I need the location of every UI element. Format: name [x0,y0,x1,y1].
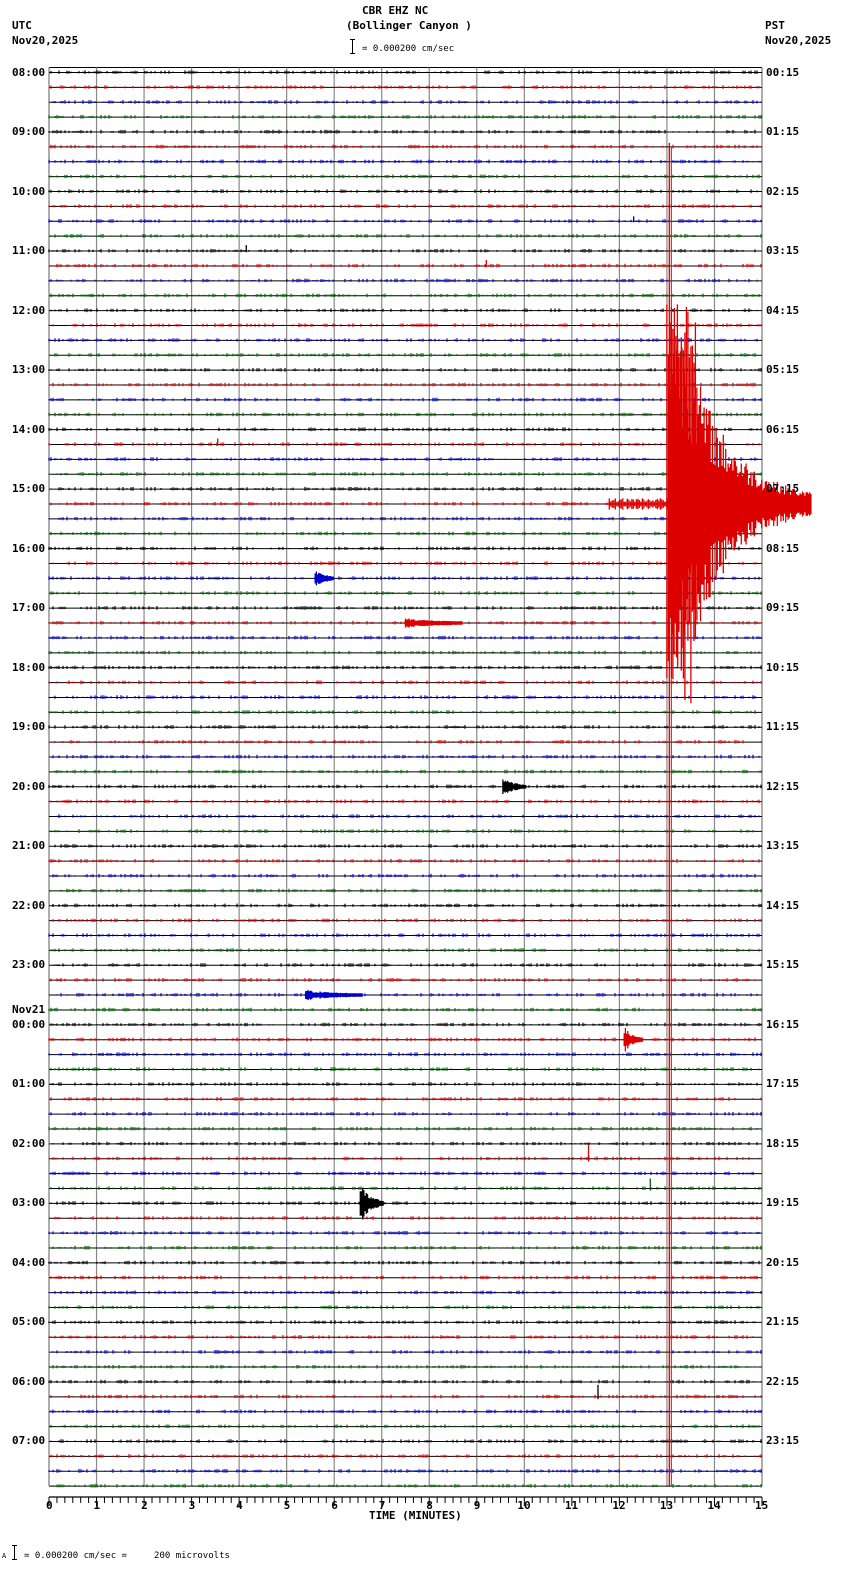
pst-label: 23:15 [766,1434,800,1448]
x-tick-label: 14 [707,1499,721,1512]
pst-label: 08:15 [766,541,800,555]
pst-label: 18:15 [766,1136,800,1150]
pst-label: 06:15 [766,422,800,436]
scale-bar-cap-top [350,39,355,40]
x-tick-label: 9 [473,1499,481,1512]
utc-label: 05:00 [12,1315,46,1329]
utc-label: 00:00 [12,1017,46,1031]
x-tick-label: 8 [426,1499,433,1512]
x-tick-label: 10 [517,1499,531,1512]
x-tick-label: 1 [93,1499,101,1512]
scale-bar-icon [352,39,353,54]
utc-label: 09:00 [12,125,46,139]
utc-label: 21:00 [12,839,46,853]
pst-label: 21:15 [766,1315,800,1329]
pst-label: 15:15 [766,958,800,972]
utc-label: 14:00 [12,422,46,436]
pst-label: 04:15 [766,303,800,317]
x-tick-label: 2 [141,1499,148,1512]
utc-label: 16:00 [12,541,46,555]
utc-label: 13:00 [12,363,46,377]
utc-label: 17:00 [12,601,46,615]
utc-label: 10:00 [12,184,46,198]
x-tick-label: 3 [188,1499,196,1512]
utc-label: 11:00 [12,244,46,258]
pst-label: 00:15 [766,65,800,79]
pst-label: 01:15 [766,125,800,139]
utc-label: 06:00 [12,1374,46,1388]
x-tick-label: 7 [378,1499,386,1512]
pst-label: 13:15 [766,839,800,853]
footer-scale-label: = 0.000200 cm/sec = 200 microvolts [24,1551,230,1561]
x-tick-label: 5 [283,1499,291,1512]
left-timezone: UTC [12,19,32,32]
pst-label: 10:15 [766,660,800,674]
utc-label: 08:00 [12,65,46,79]
pst-label: 14:15 [766,898,800,912]
pst-label: 12:15 [766,779,800,793]
utc-date-label: Nov21 [12,1002,46,1016]
utc-label: 19:00 [12,720,46,734]
utc-label: 15:00 [12,482,46,496]
utc-label: 02:00 [12,1136,46,1150]
x-tick-label: 15 [755,1499,769,1512]
x-axis-label: TIME (MINUTES) [369,1509,462,1522]
pst-label: 09:15 [766,601,800,615]
pst-label: 05:15 [766,363,800,377]
footer-scale-cap-top [12,1545,17,1546]
x-tick-label: 4 [236,1499,243,1512]
x-tick-label: 11 [564,1499,579,1512]
pst-label: 02:15 [766,184,800,198]
pst-label: 11:15 [766,720,800,734]
utc-label: 22:00 [12,898,46,912]
utc-label: 07:00 [12,1434,46,1448]
pst-label: 19:15 [766,1196,800,1210]
station-location: (Bollinger Canyon ) [346,19,472,32]
utc-label: 01:00 [12,1077,46,1091]
x-tick-label: 13 [659,1499,674,1512]
x-tick-label: 6 [331,1499,338,1512]
pst-label: 07:15 [766,482,800,496]
pst-label: 03:15 [766,244,800,258]
x-tick-label: 12 [612,1499,626,1512]
x-tick-label: 0 [46,1499,53,1512]
left-date: Nov20,2025 [12,34,79,47]
footer-scale-cap-bottom [12,1559,17,1560]
footer-prefix: A [2,1552,7,1560]
utc-label: 04:00 [12,1255,46,1269]
utc-label: 18:00 [12,660,46,674]
pst-label: 17:15 [766,1077,800,1091]
pst-label: 16:15 [766,1017,800,1031]
utc-label: 12:00 [12,303,46,317]
pst-label: 20:15 [766,1255,800,1269]
footer-scale-bar-icon [14,1545,15,1560]
scale-bar-cap-bottom [350,53,355,54]
right-date: Nov20,2025 [765,34,832,47]
station-title: CBR EHZ NC [362,4,429,17]
scale-label: = 0.000200 cm/sec [362,44,455,54]
utc-label: 23:00 [12,958,46,972]
right-timezone: PST [765,19,785,32]
utc-label: 20:00 [12,779,46,793]
pst-label: 22:15 [766,1374,800,1388]
utc-label: 03:00 [12,1196,46,1210]
